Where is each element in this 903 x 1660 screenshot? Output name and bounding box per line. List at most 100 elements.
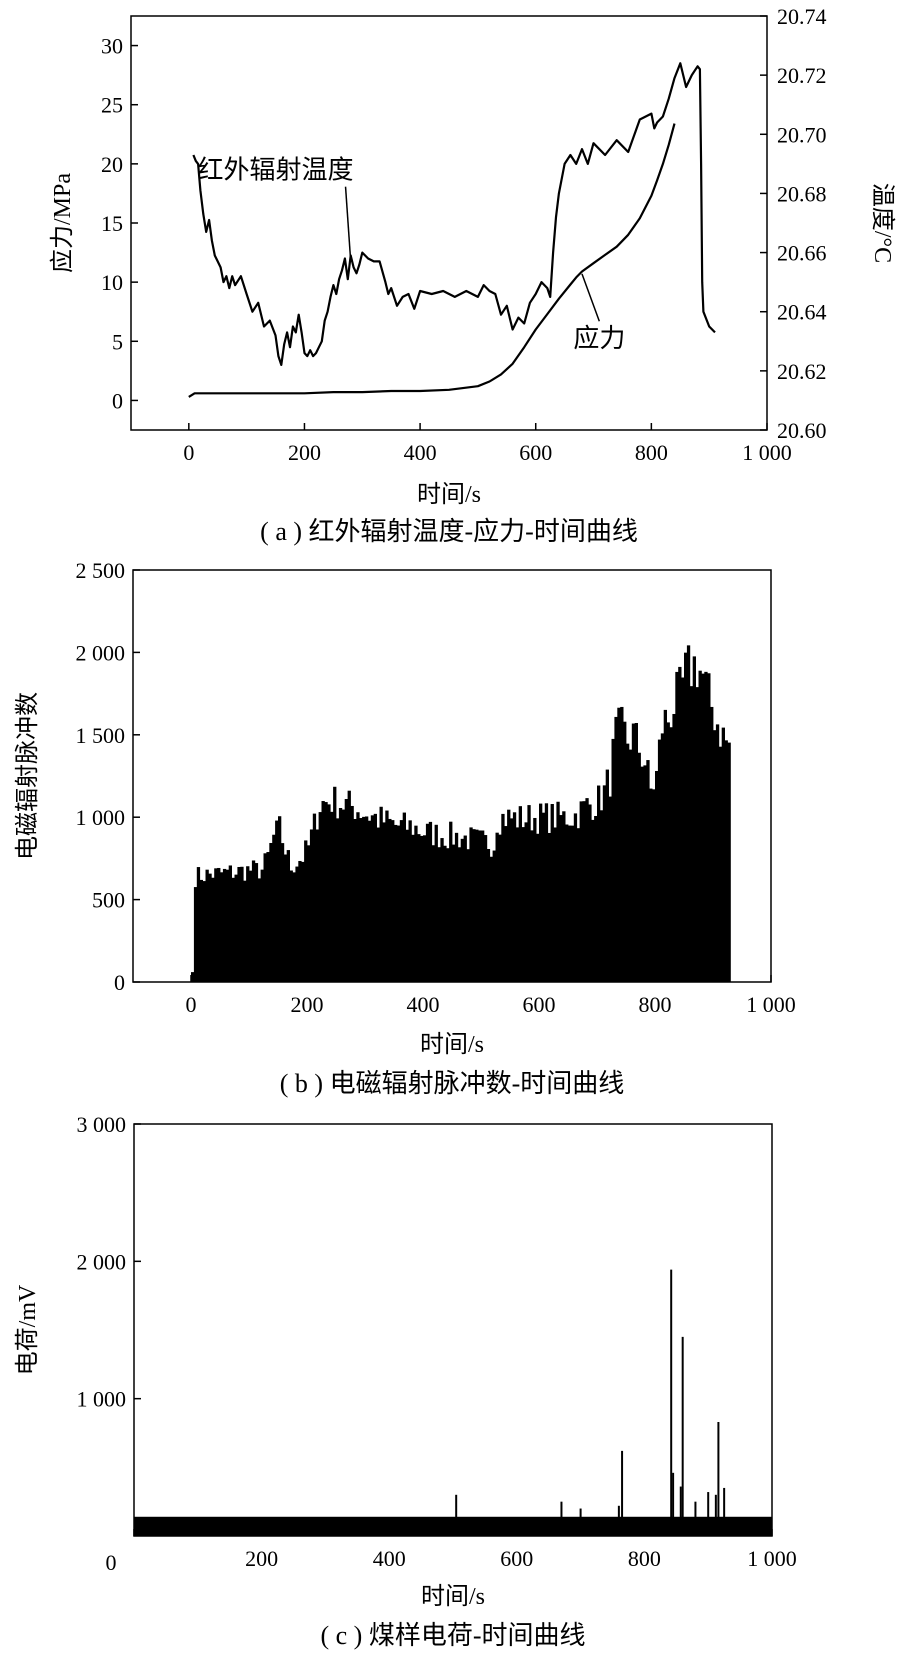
pulse-bar (678, 666, 682, 982)
pulse-bar (649, 788, 653, 982)
pulse-bar (457, 847, 462, 982)
pulse-bar (193, 887, 198, 982)
panel-c-x-ticks: 200 400 600 800 1 000 (133, 1529, 797, 1571)
temperature-annotation-leader (344, 186, 352, 262)
pulse-bar (423, 835, 427, 982)
pulse-bar (594, 815, 598, 982)
pulse-bar (486, 849, 491, 982)
pulse-bar (707, 673, 711, 982)
pulse-bar (440, 838, 444, 982)
panel-a-y-tick-label: 20 (101, 152, 123, 177)
pulse-bar (469, 827, 473, 982)
pulse-bar (396, 825, 401, 982)
panel-b-x-tick-label: 200 (291, 992, 324, 1017)
panel-c-y-tick-label: 2 000 (77, 1249, 127, 1274)
panel-b-y-tick-label: 2 500 (76, 558, 126, 583)
pulse-bar (605, 769, 609, 982)
panel-a-y-tick-label: 25 (101, 93, 123, 118)
pulse-bar (495, 832, 499, 982)
pulse-bar (283, 854, 288, 982)
pulse-bar (394, 824, 398, 982)
pulse-bar (373, 813, 377, 982)
pulse-bar (472, 829, 476, 982)
pulse-bar (504, 826, 508, 982)
pulse-bar (463, 835, 467, 982)
panel-c-x-tick-label: 800 (628, 1546, 661, 1571)
pulse-bar (231, 877, 235, 982)
panel-a-x-ticks: 0 200 400 600 800 1 000 (183, 423, 792, 465)
pulse-bar (315, 829, 319, 982)
pulse-bar (301, 861, 305, 982)
pulse-bar (240, 866, 244, 982)
pulse-bar (338, 808, 343, 982)
pulse-bar (475, 829, 479, 982)
pulse-bar (585, 798, 589, 982)
pulse-bar (411, 834, 415, 982)
pulse-bar (454, 832, 459, 982)
pulse-bar (556, 801, 560, 982)
pulse-bar (684, 652, 688, 982)
pulse-bar (307, 845, 311, 982)
temperature-series-line (192, 62, 716, 366)
pulse-bar (689, 686, 694, 982)
pulse-bar (208, 873, 212, 982)
charge-baseline-band (134, 1516, 772, 1536)
pulse-bar (367, 820, 372, 982)
panel-a-x-axis-label: 时间/s (417, 481, 481, 508)
pulse-bar (663, 709, 667, 982)
pulse-bar (272, 834, 276, 982)
panel-b-y-axis-label: 电磁辐射脉冲数 (14, 692, 41, 860)
pulse-bar (449, 821, 453, 982)
pulse-bar (417, 834, 421, 982)
pulse-bar (391, 820, 395, 982)
pulse-bar (336, 818, 340, 982)
pulse-bar (399, 820, 404, 982)
pulse-bar (211, 877, 215, 982)
pulse-bar (721, 727, 725, 982)
pulse-bar (640, 766, 644, 982)
panel-a-x-tick-label: 800 (635, 440, 668, 465)
panel-c-zero-label: 0 (106, 1550, 117, 1575)
pulse-bar (597, 785, 601, 982)
pulse-bar (408, 820, 412, 982)
stress-series-line (188, 123, 676, 398)
pulse-bar (376, 827, 380, 982)
panel-a-x-tick-label: 1 000 (742, 440, 792, 465)
pulse-bar (327, 804, 331, 982)
panel-a-y2-tick-label: 20.68 (777, 181, 827, 206)
pulse-bar (222, 868, 227, 982)
pulse-bar (362, 816, 366, 982)
panel-b-x-ticks: 0 200 400 600 800 1 000 (186, 975, 796, 1017)
pulse-bar (498, 834, 502, 982)
panel-c-x-tick-label: 1 000 (747, 1546, 797, 1571)
pulse-bar (646, 760, 650, 982)
panel-a-y2-axis-label: 温度/°C (869, 183, 896, 263)
pulse-bar (657, 739, 662, 982)
panel-a-y-axis-label: 应力/MPa (49, 173, 76, 273)
pulse-bar (562, 811, 566, 982)
pulse-bar (257, 878, 261, 982)
pulse-bar (191, 972, 195, 982)
pulse-bar (341, 809, 346, 982)
pulse-bar (228, 865, 232, 982)
pulse-bar (666, 722, 670, 982)
panel-a-y2-ticks: 20.60 20.62 20.64 20.66 20.68 20.70 20.72 20.74 (760, 4, 827, 443)
pulse-bar (414, 825, 418, 982)
panel-b-y-tick-label: 1 500 (76, 723, 126, 748)
pulse-bar (643, 765, 647, 982)
panel-b-x-tick-label: 600 (523, 992, 556, 1017)
panel-c-x-tick-label: 600 (500, 1546, 533, 1571)
pulse-bar (655, 770, 659, 982)
pulse-bar (379, 806, 383, 982)
pulse-bar (599, 810, 604, 982)
pulse-bar (724, 740, 728, 982)
pulse-bar (481, 830, 485, 982)
pulse-bar (512, 812, 517, 982)
pulse-bar (631, 723, 636, 982)
pulse-bar (318, 812, 322, 982)
pulse-bar (669, 727, 673, 982)
pulse-bar (304, 840, 308, 982)
panel-b-caption: ( b ) 电磁辐射脉冲数-时间曲线 (280, 1069, 624, 1098)
pulse-bar (199, 879, 203, 982)
